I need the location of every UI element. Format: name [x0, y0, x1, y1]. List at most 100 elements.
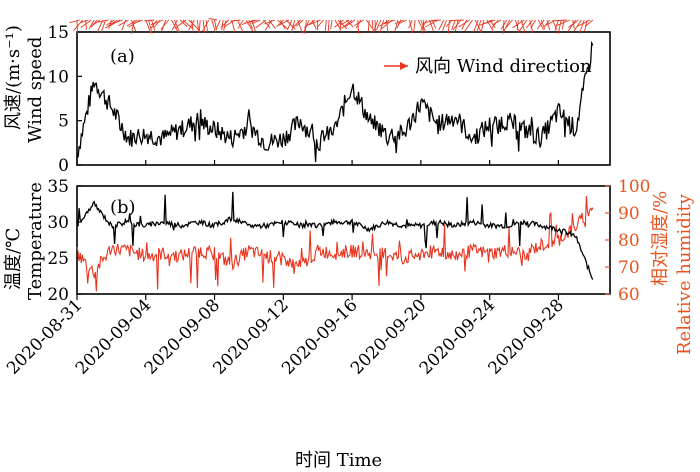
wind-direction-arrow — [211, 19, 217, 33]
wind-direction-arrow — [97, 19, 109, 23]
wind-direction-arrow — [500, 19, 508, 30]
panel-a-ylabel-en: Wind speed — [25, 37, 46, 143]
wind-direction-arrow — [555, 19, 568, 22]
wind-direction-arrow — [79, 19, 89, 24]
wind-direction-arrow — [118, 19, 129, 27]
wind-direction-arrow — [171, 19, 178, 31]
panel-a-ytick-label: 10 — [47, 67, 69, 87]
wind-speed-line — [76, 40, 594, 163]
wind-direction-arrow — [518, 19, 528, 32]
wind-direction-arrow — [106, 19, 115, 26]
wind-direction-arrow — [100, 19, 107, 34]
wind-direction-arrow — [394, 19, 404, 24]
wind-direction-arrow — [386, 19, 389, 34]
wind-direction-arrow — [188, 19, 199, 30]
wind-direction-arrow — [171, 19, 179, 33]
wind-direction-arrow — [357, 19, 360, 34]
wind-direction-arrow — [202, 19, 206, 33]
wind-direction-arrow — [215, 19, 221, 30]
wind-direction-arrow — [285, 19, 296, 30]
wind-direction-arrow — [504, 19, 513, 29]
wind-direction-arrow — [131, 19, 137, 32]
wind-direction-arrow — [208, 17, 218, 21]
panel-b-ytick-label: 25 — [47, 249, 69, 269]
wind-direction-arrow — [451, 19, 456, 30]
temperature-line — [76, 191, 594, 280]
wind-direction-arrow — [251, 19, 261, 25]
panel-a-ytick-label: 15 — [47, 23, 69, 43]
wind-direction-arrow — [126, 19, 138, 27]
panel-b-ylabel-en: Temperature — [25, 182, 46, 300]
wind-direction-arrow — [188, 19, 195, 31]
wind-direction-arrow — [420, 19, 427, 31]
wind-direction-arrow — [295, 19, 304, 27]
wind-direction-arrow — [429, 19, 434, 32]
wind-direction-arrow — [196, 19, 200, 32]
wind-direction-arrow — [442, 19, 448, 31]
panel-a-ytick-label: 5 — [58, 112, 69, 132]
wind-direction-arrow — [108, 19, 112, 29]
wind-direction-arrow — [567, 19, 576, 32]
wind-direction-arrow — [96, 19, 104, 33]
wind-direction-arrow — [530, 19, 536, 29]
panel-b-y2label-en: Relative humidity — [674, 193, 695, 355]
wind-direction-arrow — [529, 19, 534, 33]
panel-b-y2tick-label: 90 — [618, 204, 640, 224]
wind-direction-arrow — [90, 19, 98, 28]
panel-b-ytick-label: 35 — [47, 177, 69, 197]
wind-direction-arrow — [150, 19, 164, 26]
wind-direction-arrow — [276, 19, 284, 28]
wind-direction-arrow — [255, 19, 267, 29]
legend-arrow-icon — [400, 62, 408, 70]
wind-direction-arrow — [556, 19, 571, 26]
wind-direction-arrow — [452, 19, 462, 31]
wind-direction-arrow — [430, 19, 441, 22]
panel-b-y2tick-label: 70 — [618, 258, 640, 278]
wind-direction-arrow — [474, 19, 482, 33]
wind-direction-arrow — [191, 19, 194, 32]
wind-direction-arrow — [334, 19, 344, 28]
humidity-line — [76, 195, 594, 292]
wind-direction-arrow — [413, 19, 416, 31]
wind-direction-arrow — [205, 19, 209, 32]
wind-direction-arrow — [425, 19, 439, 28]
wind-direction-arrow — [502, 19, 505, 34]
wind-direction-arrow — [354, 19, 364, 26]
wind-direction-arrow — [221, 19, 224, 30]
wind-direction-arrow — [379, 19, 385, 33]
wind-direction-arrow — [449, 19, 464, 21]
wind-direction-arrow — [568, 19, 579, 28]
wind-direction-arrow — [464, 19, 473, 32]
panel-a-ylabel-cn: 风速/(m·s⁻¹) — [3, 25, 24, 130]
wind-direction-arrow — [536, 19, 545, 30]
wind-direction-arrow — [330, 19, 333, 30]
wind-direction-arrow — [537, 19, 544, 31]
wind-direction-arrow — [445, 19, 453, 27]
wind-direction-arrow — [92, 19, 101, 26]
wind-direction-arrow — [491, 19, 499, 29]
panel-b-ytick-label: 30 — [47, 213, 69, 233]
wind-direction-arrow — [373, 19, 379, 32]
wind-direction-arrow — [174, 19, 187, 29]
wind-direction-arrow — [286, 19, 293, 31]
panel-b-y2label-cn: 相对湿度/% — [650, 191, 671, 286]
wind-direction-arrow — [85, 19, 87, 30]
panel-b-ylabel-cn: 温度/℃ — [3, 228, 24, 290]
wind-direction-arrow — [69, 19, 80, 24]
wind-direction-arrow — [408, 19, 413, 29]
wind-direction-arrow — [220, 19, 230, 28]
wind-direction-arrow — [458, 19, 470, 28]
wind-direction-arrow — [150, 19, 158, 30]
wind-direction-arrow — [480, 19, 485, 33]
wind-direction-arrow — [573, 19, 582, 32]
wind-direction-arrow — [397, 19, 407, 25]
wind-direction-arrow — [540, 19, 546, 30]
wind-direction-arrow — [292, 19, 301, 29]
wind-direction-arrow — [383, 19, 396, 25]
wind-direction-arrow — [337, 19, 348, 30]
wind-direction-arrow — [237, 19, 244, 29]
wind-direction-arrow — [148, 19, 153, 34]
wind-direction-arrow — [198, 19, 201, 34]
